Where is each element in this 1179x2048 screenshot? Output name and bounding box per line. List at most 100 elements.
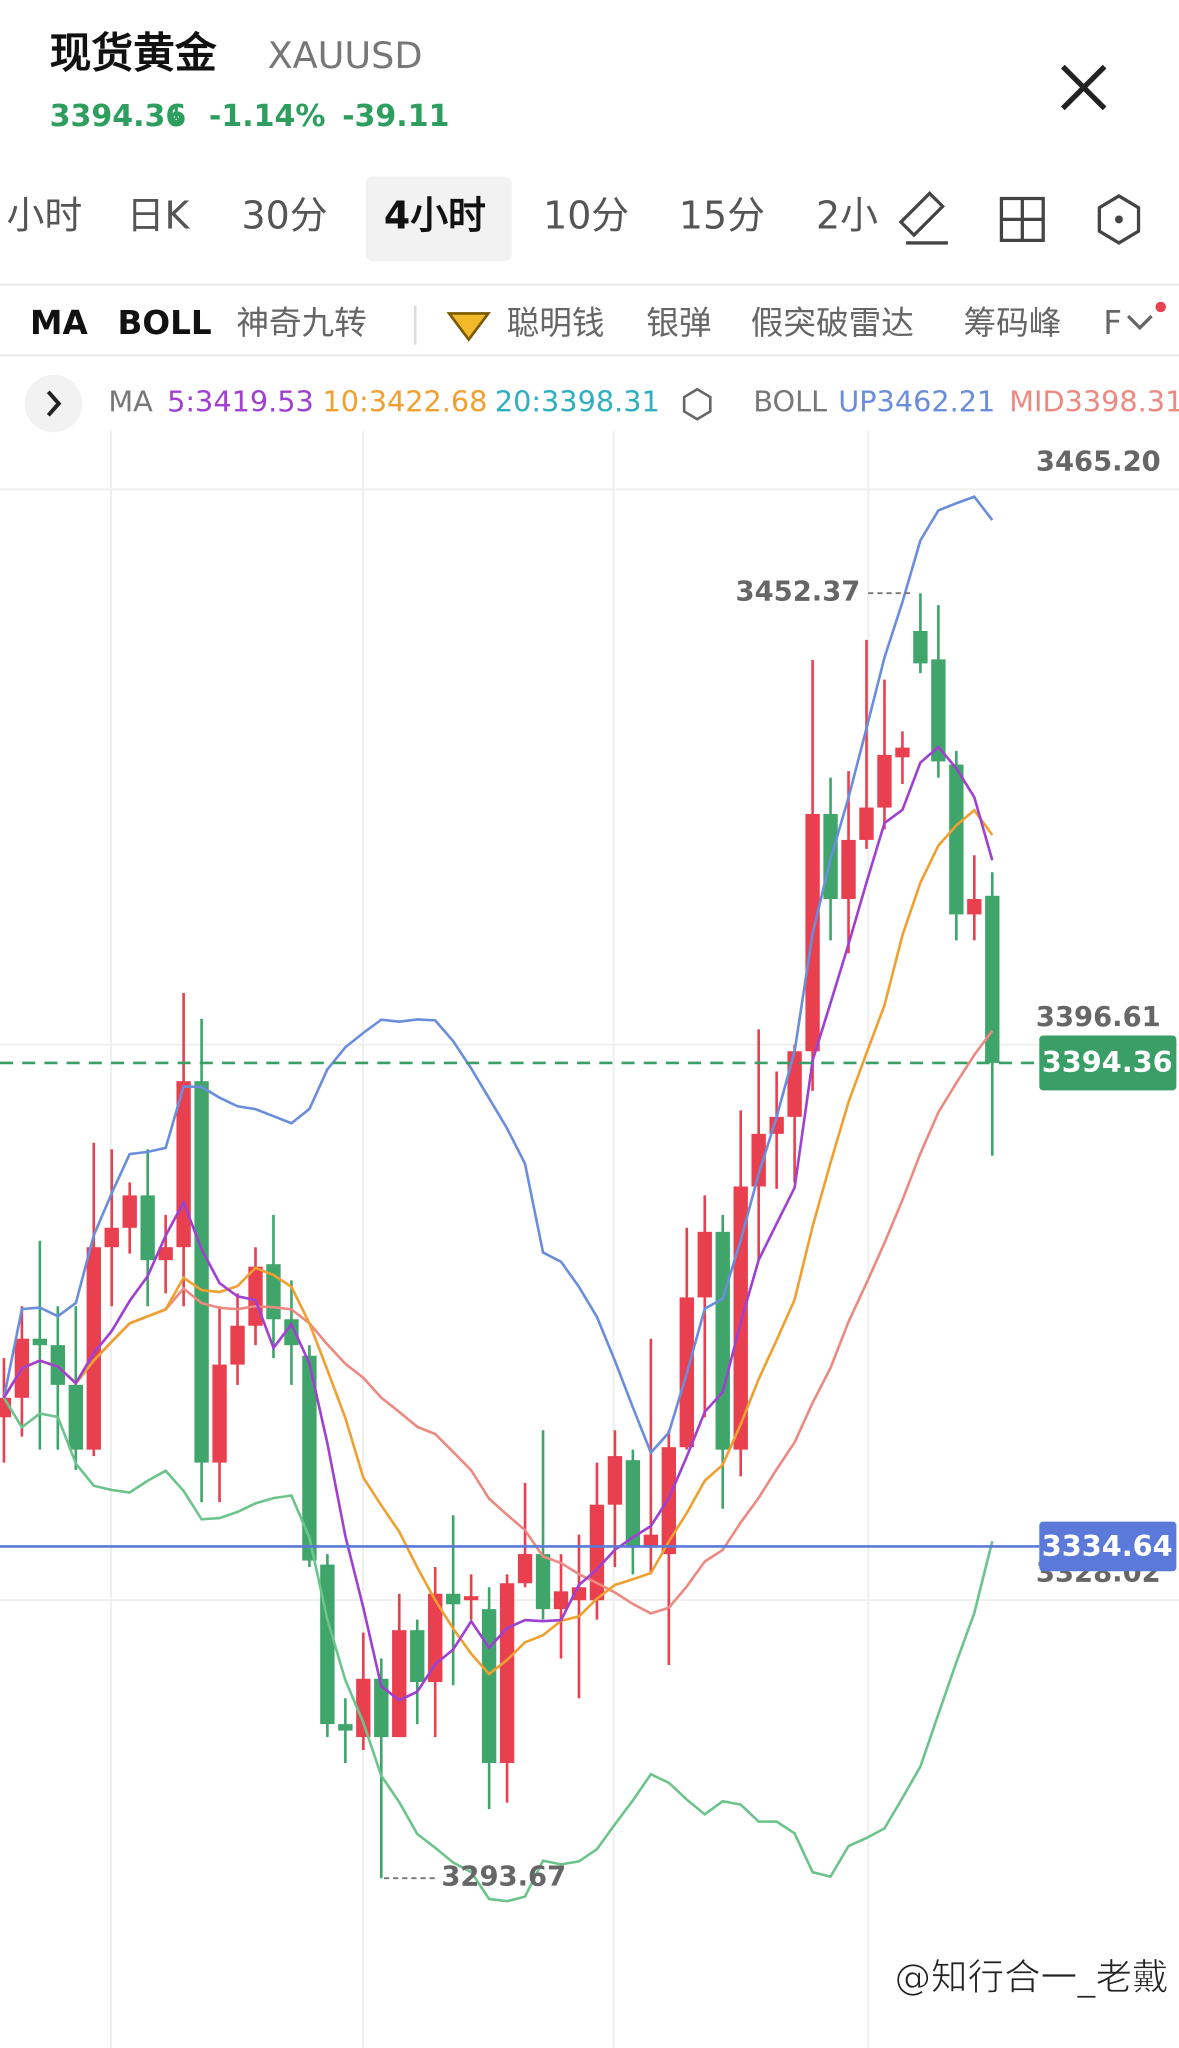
candle-body (787, 1051, 802, 1117)
symbol: XAUUSD (268, 34, 423, 77)
legend-label: MA (108, 385, 153, 419)
legend-up: UP3462.21 (838, 385, 995, 419)
candle-body (86, 1247, 101, 1450)
boll-low (2, 1397, 994, 1903)
candle-body (122, 1195, 137, 1228)
indicator[interactable]: F (1103, 304, 1122, 342)
low-label: 3293.67 (441, 1862, 566, 1893)
legend-mid: MID3398.31 (1009, 385, 1179, 419)
candle-body (392, 1630, 407, 1738)
last-price-label: 3394.36 (1042, 1045, 1173, 1079)
indicator-active[interactable]: MA (30, 304, 88, 342)
candle-body (643, 1534, 659, 1548)
expand-icon[interactable] (1126, 314, 1153, 331)
tab[interactable]: 10分 (543, 194, 629, 238)
candle-body (895, 747, 910, 758)
overlay: 3465.203396.613328.023394.363334.643452.… (0, 447, 1177, 1893)
candle-body (589, 1504, 605, 1601)
candle-body (877, 754, 892, 808)
legend-ma10: 10:3422.68 (322, 385, 487, 419)
candle-body (104, 1227, 119, 1248)
change: -39.11 (342, 99, 449, 134)
candle-body (499, 1583, 515, 1763)
candle-body (176, 1081, 191, 1248)
close-button[interactable] (1060, 64, 1107, 111)
candle-body (50, 1345, 66, 1385)
candle-body (751, 1133, 766, 1187)
boll-up (2, 495, 994, 1456)
tab[interactable]: 30分 (242, 194, 328, 238)
candle-body (284, 1319, 299, 1346)
candle-body (949, 764, 964, 915)
candle-body (374, 1678, 389, 1738)
indicator[interactable]: 聪明钱 (507, 304, 605, 342)
candle-body (697, 1231, 712, 1298)
candle-body (481, 1609, 497, 1763)
settings-dot (1115, 215, 1123, 224)
candle-body (32, 1338, 48, 1346)
y-tick-label: 3396.61 (1036, 1002, 1161, 1033)
candle-body (212, 1364, 227, 1463)
vertical-grid (110, 431, 870, 2048)
price: 3394.36 (50, 99, 187, 134)
candle-body (410, 1630, 425, 1683)
candle-body (625, 1460, 641, 1548)
y-tick-label: 3465.20 (1036, 447, 1161, 478)
candle-body (158, 1247, 173, 1261)
candle-body (607, 1456, 623, 1505)
plot (0, 488, 1179, 1903)
ma10 (2, 808, 994, 1676)
ma5 (2, 745, 994, 1702)
candle-body (356, 1678, 371, 1738)
level-tag (1039, 1521, 1177, 1572)
candle-body (661, 1447, 677, 1555)
candle-body (445, 1593, 461, 1605)
draw-tool-icon[interactable] (898, 190, 948, 245)
change-pct: -1.14% (209, 99, 326, 134)
settings-icon[interactable] (1097, 194, 1141, 245)
candle-body (194, 1081, 209, 1463)
candle-body (913, 631, 928, 664)
legend-ma5: 5:3419.53 (167, 385, 314, 419)
last-price-tag (1039, 1035, 1177, 1091)
title: 现货黄金 (50, 29, 217, 78)
candle-body (931, 659, 946, 762)
high-label: 3452.37 (736, 577, 861, 608)
indicator[interactable]: 假突破雷达 (751, 304, 914, 342)
candle-body (967, 899, 982, 915)
candle-body (859, 807, 874, 840)
candle-body (535, 1554, 551, 1610)
indicator[interactable]: 神奇九转 (236, 304, 366, 342)
legend-toggle[interactable] (24, 374, 83, 433)
down-arrow (168, 105, 185, 126)
candle-body (0, 1397, 12, 1418)
tab-selected-bg (365, 176, 512, 262)
legend-label: BOLL (753, 385, 827, 419)
tab[interactable]: 2小 (816, 194, 878, 238)
indicator[interactable]: 筹码峰 (964, 304, 1062, 342)
legend-ma20: 20:3398.31 (495, 385, 660, 419)
layout-icon[interactable] (999, 196, 1045, 242)
indicator-active[interactable]: BOLL (118, 304, 212, 342)
candle-body (517, 1554, 533, 1584)
watermark: @知行合一_老戴 (894, 1955, 1168, 1998)
candle-body (302, 1355, 317, 1561)
candle-body (841, 839, 856, 900)
candle-body (140, 1195, 155, 1261)
candle-body (553, 1591, 569, 1610)
tab-active[interactable]: 4小时 (384, 194, 486, 238)
tab[interactable]: 小时 (7, 194, 83, 238)
tab[interactable]: 15分 (679, 194, 765, 238)
candle-body (715, 1231, 730, 1450)
level-label: 3334.64 (1042, 1529, 1173, 1563)
indicator[interactable]: 银弹 (646, 304, 711, 342)
candle-body (230, 1325, 245, 1365)
legend-settings[interactable] (682, 387, 712, 421)
candle-body (320, 1564, 335, 1725)
candle-body (338, 1724, 353, 1731)
tab[interactable]: 日K (127, 194, 191, 238)
diamond-icon (446, 312, 491, 342)
chevron (46, 390, 62, 417)
